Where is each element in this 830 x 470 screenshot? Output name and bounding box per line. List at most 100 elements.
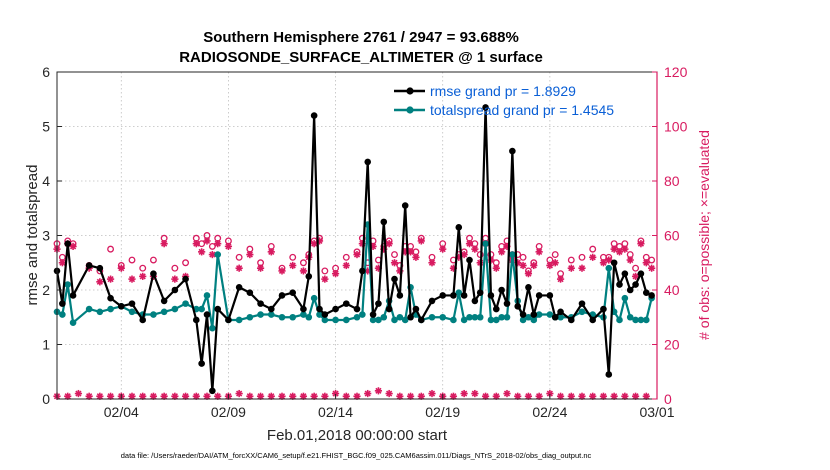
obs-evaluated-marker <box>492 264 500 272</box>
asterisk-stroke <box>519 262 527 269</box>
rmse-point <box>616 281 623 288</box>
x-tick-label: 02/24 <box>532 404 567 420</box>
x-tick-label: 02/09 <box>211 404 246 420</box>
obs-possible-marker <box>567 256 575 264</box>
rmse-point <box>391 275 398 283</box>
rmse-point <box>257 300 264 307</box>
obs-possible-marker <box>289 253 297 261</box>
legend-rmse-label: rmse grand pr = 1.8929 <box>430 83 576 99</box>
legend: rmse grand pr = 1.8929 totalspread grand… <box>394 83 614 118</box>
asterisk-stroke <box>557 393 564 400</box>
asterisk-stroke <box>128 275 136 283</box>
obs-evaluated-marker <box>610 245 618 253</box>
obs-evaluated-marker <box>246 250 254 259</box>
asterisk-stroke <box>203 393 211 400</box>
asterisk-stroke <box>171 393 178 400</box>
totalspread-point <box>380 313 388 321</box>
asterisk-stroke <box>311 240 318 247</box>
rmse-point <box>107 294 114 302</box>
asterisk-stroke <box>546 262 553 269</box>
asterisk-stroke <box>621 246 628 253</box>
totalspread-point <box>69 319 77 327</box>
totalspread-point <box>85 305 93 313</box>
rmse-point <box>300 305 307 313</box>
asterisk-stroke <box>407 248 414 255</box>
obs-evaluated-marker <box>417 237 425 245</box>
totalspread-point <box>198 305 205 313</box>
asterisk-stroke <box>632 273 639 280</box>
asterisk-stroke <box>461 251 468 258</box>
obs-possible-marker <box>299 259 307 267</box>
obs-evaluated-marker <box>299 392 308 400</box>
obs-possible-marker <box>551 251 559 259</box>
obs-evaluated-marker <box>535 392 543 400</box>
asterisk-stroke <box>118 265 125 272</box>
rmse-point <box>503 300 511 307</box>
asterisk-stroke <box>353 251 361 258</box>
asterisk-stroke <box>139 393 146 400</box>
obs-evaluated-marker <box>578 264 586 272</box>
asterisk-stroke <box>225 243 232 250</box>
y-left-tick-label: 2 <box>42 282 50 298</box>
rmse-point <box>600 305 607 313</box>
totalspread-point <box>246 313 254 321</box>
obs-evaluated-marker <box>546 261 554 270</box>
obs-evaluated-marker <box>96 278 104 286</box>
asterisk-stroke <box>471 246 478 253</box>
asterisk-stroke <box>600 393 607 400</box>
asterisk-stroke <box>257 393 264 400</box>
rmse-point <box>385 305 393 313</box>
obs-evaluated-marker <box>278 267 286 275</box>
rmse-point <box>525 283 532 291</box>
asterisk-stroke <box>161 393 168 400</box>
rmse-point <box>289 289 297 297</box>
obs-possible-marker <box>107 245 115 253</box>
obs-possible-marker <box>391 251 398 259</box>
rmse-point <box>332 305 339 313</box>
obs-evaluated-marker <box>198 248 206 256</box>
asterisk-stroke <box>648 265 655 272</box>
obs-evaluated-marker <box>203 392 211 400</box>
obs-evaluated-marker <box>342 261 350 270</box>
rmse-point <box>375 300 382 307</box>
asterisk-stroke <box>353 393 361 400</box>
obs-evaluated-marker <box>465 240 474 248</box>
obs-evaluated-marker <box>530 261 538 270</box>
rmse-point <box>235 283 243 291</box>
rmse-point <box>203 311 211 318</box>
asterisk-stroke <box>343 262 350 269</box>
asterisk-stroke <box>246 251 253 258</box>
totalspread-point <box>316 311 323 318</box>
obs-evaluated-marker <box>128 275 136 283</box>
y-left-tick-label: 5 <box>42 119 50 135</box>
obs-evaluated-marker <box>471 245 479 253</box>
asterisk-stroke <box>530 262 537 269</box>
rmse-point <box>305 273 313 280</box>
asterisk-stroke <box>236 265 243 272</box>
y-left-tick-label: 4 <box>42 173 50 189</box>
obs-evaluated-marker <box>390 259 399 267</box>
obs-possible-marker <box>589 245 597 253</box>
obs-evaluated-marker <box>192 240 200 248</box>
asterisk-stroke <box>503 390 511 397</box>
rmse-point <box>535 292 543 299</box>
obs-evaluated-marker <box>610 392 618 400</box>
chart-subtitle: RADIOSONDE_SURFACE_ALTIMETER @ 1 surface <box>179 49 543 66</box>
rmse-point <box>267 305 275 313</box>
y-right-tick-label: 120 <box>664 64 688 80</box>
asterisk-stroke <box>321 393 328 400</box>
asterisk-stroke <box>536 248 543 255</box>
totalspread-point <box>214 251 222 258</box>
asterisk-stroke <box>75 390 82 397</box>
totalspread-point <box>428 313 436 321</box>
obs-evaluated-marker <box>160 240 168 248</box>
asterisk-stroke <box>578 265 586 272</box>
obs-possible-marker <box>149 256 157 264</box>
totalspread-point <box>59 311 66 318</box>
totalspread-point <box>171 305 179 313</box>
obs-evaluated-marker <box>519 261 527 270</box>
asterisk-stroke <box>616 248 623 255</box>
rmse-point <box>567 316 575 324</box>
axes: 02/04 02/09 02/14 02/19 02/24 03/010123456020… <box>42 64 687 420</box>
totalspread-point <box>578 308 586 316</box>
